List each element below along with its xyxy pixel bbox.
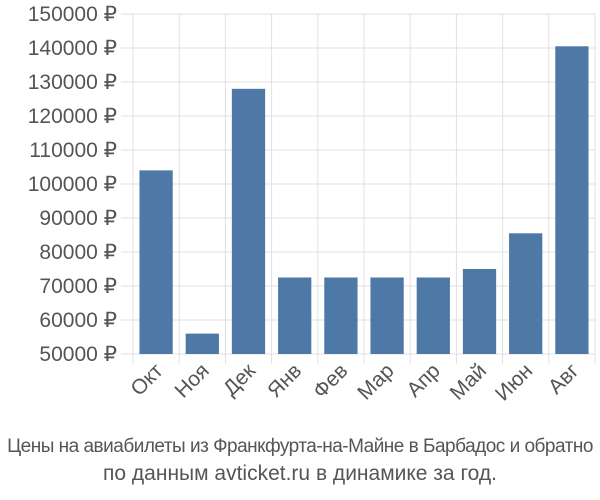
bar — [370, 277, 404, 354]
bar — [139, 170, 173, 354]
x-tick-label: Мар — [353, 359, 398, 404]
y-tick-label: 70000 ₽ — [39, 275, 117, 298]
bar-chart: 50000 ₽ 60000 ₽ 70000 ₽ 80000 ₽ 90000 ₽ 10000… — [28, 3, 596, 406]
y-axis-ticks: 50000 ₽ 60000 ₽ 70000 ₽ 80000 ₽ 90000 ₽ 10000… — [28, 3, 117, 366]
y-tick-label: 140000 ₽ — [28, 37, 117, 60]
y-tick-label: 90000 ₽ — [39, 207, 117, 230]
x-axis-ticks: Окт Ноя Дек Янв Фев Мар Апр Май Июн Авг — [126, 359, 583, 406]
chart-caption-line2: по данным avticket.ru в динамике за год. — [103, 462, 497, 485]
y-tick-label: 50000 ₽ — [39, 343, 117, 366]
y-tick-label: 60000 ₽ — [39, 309, 117, 332]
bar — [278, 277, 312, 354]
chart-grid — [121, 13, 596, 364]
x-tick-label: Дек — [219, 359, 261, 401]
bar — [416, 277, 450, 354]
x-tick-label: Май — [446, 359, 491, 404]
bar — [185, 333, 219, 354]
bar — [462, 269, 497, 354]
bar — [231, 88, 266, 355]
x-tick-label: Июн — [491, 359, 537, 405]
y-tick-label: 100000 ₽ — [28, 173, 117, 196]
y-tick-label: 110000 ₽ — [29, 139, 117, 162]
x-tick-label: Янв — [263, 359, 306, 402]
x-tick-label: Апр — [402, 359, 444, 401]
x-tick-label: Ноя — [171, 359, 214, 402]
x-tick-label: Авг — [544, 359, 584, 399]
x-tick-label: Фев — [309, 359, 353, 403]
bar — [509, 233, 543, 354]
chart-bars — [139, 46, 589, 355]
y-tick-label: 130000 ₽ — [28, 71, 117, 94]
y-tick-label: 120000 ₽ — [28, 105, 117, 128]
chart-caption-line1: Цены на авиабилеты из Франкфурта-на-Майн… — [7, 436, 593, 457]
bar — [324, 277, 358, 354]
y-tick-label: 150000 ₽ — [28, 3, 117, 26]
bar — [555, 46, 589, 355]
x-tick-label: Окт — [126, 359, 168, 401]
y-tick-label: 80000 ₽ — [39, 241, 117, 264]
